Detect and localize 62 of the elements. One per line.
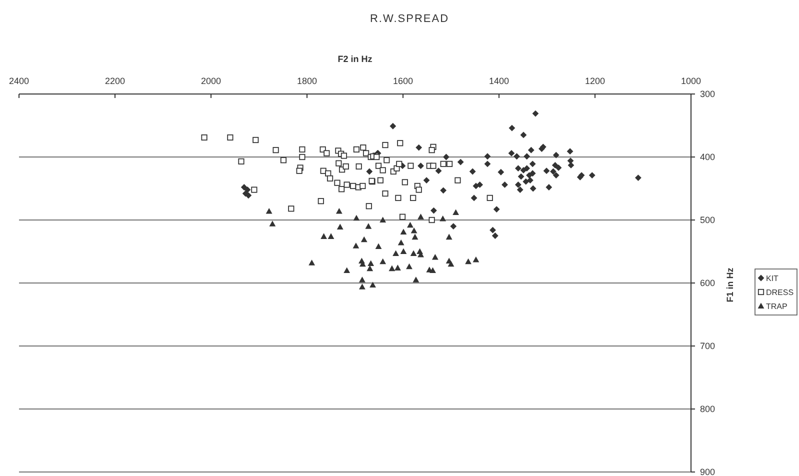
point	[388, 265, 396, 272]
x-tick-label: 2000	[200, 76, 222, 86]
point	[344, 267, 350, 273]
y-tick-label: 900	[700, 467, 716, 476]
point	[440, 216, 446, 222]
point	[336, 208, 342, 214]
legend-label: KIT	[766, 274, 779, 283]
point	[412, 234, 418, 240]
point	[359, 276, 366, 282]
point	[406, 263, 412, 270]
point	[410, 228, 418, 234]
point	[353, 214, 360, 221]
point	[446, 234, 452, 240]
point	[407, 222, 414, 228]
point	[452, 209, 459, 215]
y-axis-title: F1 in Hz	[725, 267, 735, 302]
x-tick-label: 1400	[488, 76, 510, 86]
point	[398, 239, 404, 246]
point	[308, 260, 315, 266]
point	[328, 233, 334, 239]
point	[410, 250, 417, 256]
point	[352, 242, 360, 248]
y-tick-label: 800	[700, 404, 716, 414]
x-tick-label: 2200	[104, 76, 126, 86]
point	[320, 233, 327, 239]
point	[366, 265, 374, 272]
point	[432, 254, 438, 260]
point	[400, 248, 407, 254]
x-tick-label: 1000	[680, 76, 702, 86]
point	[359, 284, 366, 290]
point	[380, 258, 386, 264]
legend-label: DRESS	[766, 288, 794, 297]
x-tick-label: 2400	[8, 76, 30, 86]
point	[375, 243, 382, 250]
x-tick-label: 1600	[392, 76, 414, 86]
point	[430, 267, 436, 273]
x-tick-label: 1800	[296, 76, 318, 86]
y-tick-label: 700	[700, 341, 716, 351]
x-tick-label: 1200	[584, 76, 606, 86]
point	[336, 224, 344, 230]
point	[392, 250, 399, 256]
point	[370, 282, 376, 288]
point	[266, 208, 272, 214]
point	[472, 256, 480, 262]
chart-title: R.W.SPREAD	[370, 13, 450, 25]
point	[400, 228, 407, 235]
x-axis-title: F2 in Hz	[338, 54, 373, 64]
point	[269, 220, 276, 226]
point	[360, 236, 368, 242]
point	[394, 264, 401, 270]
y-tick-label: 600	[700, 278, 716, 288]
point	[418, 214, 424, 220]
point	[380, 216, 386, 223]
point	[365, 223, 372, 229]
point	[465, 258, 472, 264]
legend-label: TRAP	[766, 302, 788, 311]
point	[368, 260, 374, 266]
y-tick-label: 300	[700, 89, 716, 99]
y-tick-label: 500	[700, 215, 716, 225]
y-tick-label: 400	[700, 152, 716, 162]
point	[412, 276, 420, 282]
point	[448, 260, 454, 267]
